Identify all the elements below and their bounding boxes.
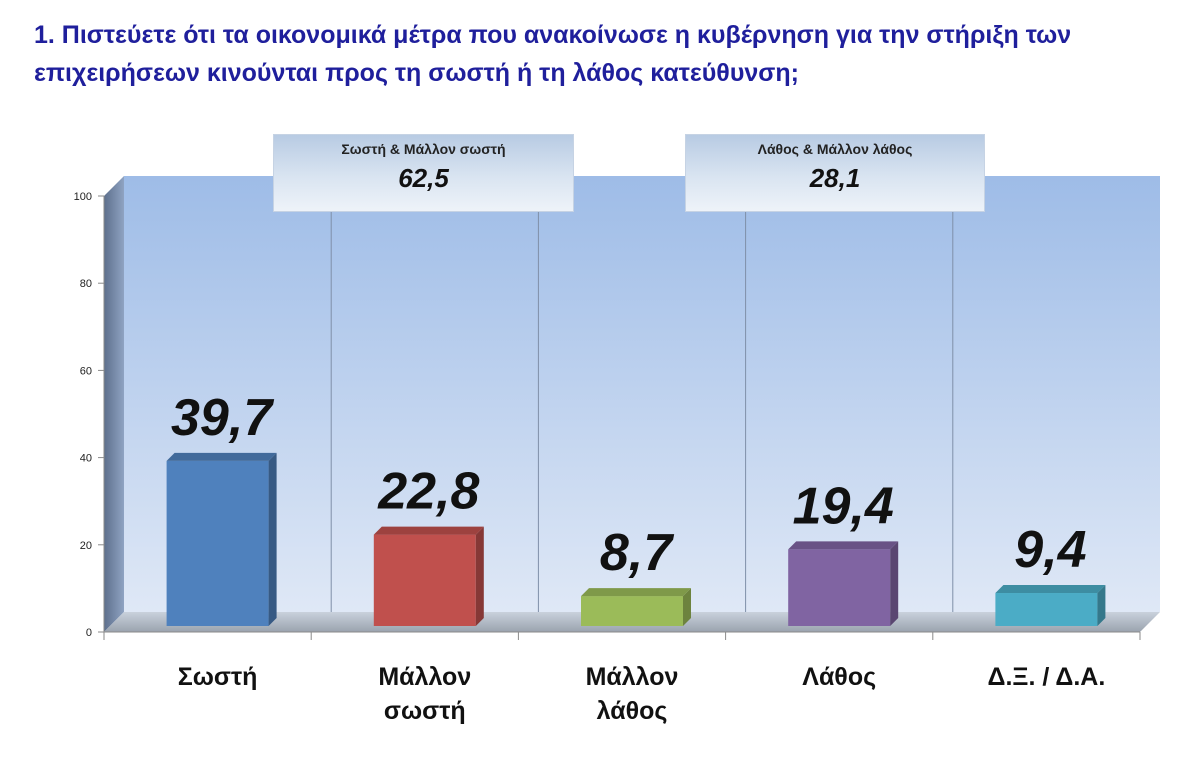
bar [788,541,899,626]
summary-label-correct: Σωστή & Μάλλον σωστή [341,141,506,157]
summary-value-correct: 62,5 [398,163,449,193]
bar-top [995,585,1106,594]
category-label-line: Δ.Ξ. / Δ.Α. [987,663,1106,691]
category-label: Λάθος [739,660,939,694]
category-label-line: Μάλλον [378,663,472,691]
data-label: 39,7 [171,389,274,447]
category-label: Μάλλον σωστή [325,660,525,728]
bar-side [475,526,484,626]
bar-front [788,549,891,626]
summary-box-correct: Σωστή & Μάλλον σωστή 62,5 [273,134,574,212]
category-label-line: Λάθος [802,663,877,691]
y-tick-label: 20 [80,540,92,552]
bar [995,585,1106,626]
bar-top [788,541,899,550]
category-label-line: σωστή [383,697,466,725]
data-label: 8,7 [600,524,674,582]
y-tick-label: 60 [80,365,92,377]
category-label-line: Σωστή [177,663,258,691]
category-label: Δ.Ξ. / Δ.Α. [946,660,1146,694]
data-label: 9,4 [1014,521,1086,579]
bars [166,452,1106,626]
bar-front [581,596,683,626]
bar-front [166,460,269,626]
bar-front [995,593,1098,626]
side-wall [104,176,124,632]
y-tick-label: 0 [86,627,92,639]
bar [373,526,484,626]
data-label: 22,8 [377,463,479,521]
category-label-line: λάθος [596,697,668,725]
bar-side [890,541,899,626]
category-label: Σωστή [118,660,318,694]
data-labels: 39,7 22,8 8,7 19,4 9,4 [171,389,1087,582]
y-tick-label: 40 [80,453,92,465]
y-tick-label: 100 [74,191,92,203]
bar-side [683,588,691,626]
summary-label-wrong: Λάθος & Μάλλον λάθος [757,141,913,157]
chart-walls [103,176,1160,640]
data-label: 19,4 [793,477,894,535]
bar [166,452,277,626]
back-wall [124,176,1160,612]
category-label-line: Μάλλον [585,663,679,691]
bar-front [373,534,476,626]
summary-box-wrong: Λάθος & Μάλλον λάθος 28,1 [685,134,985,212]
bar-side [268,452,277,626]
bar-top [166,452,277,461]
summary-value-wrong: 28,1 [809,163,861,193]
y-axis: 0 20 40 60 80 100 [74,191,105,639]
bar [581,588,691,626]
y-tick-label: 80 [80,278,92,290]
bar-side [1097,585,1106,626]
category-label: Μάλλον λάθος [532,660,732,728]
bar-top [373,526,484,535]
page-title: 1. Πιστεύετε ότι τα οικονομικά μέτρα που… [34,21,1072,87]
bar-top [581,588,691,597]
